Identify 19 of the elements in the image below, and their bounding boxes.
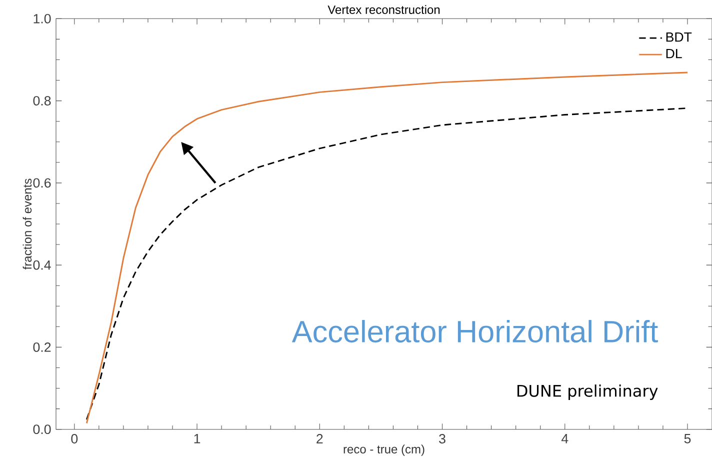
legend-label: DL [666, 48, 682, 58]
legend-label: BDT [666, 32, 692, 42]
chart-title: Vertex reconstruction [328, 5, 440, 14]
x-tick-label: 3 [439, 434, 446, 444]
y-tick-label: 0.4 [33, 260, 51, 270]
x-tick-label: 0 [71, 434, 78, 444]
y-tick-label: 0.6 [33, 178, 51, 188]
x-axis-title: reco - true (cm) [344, 444, 424, 456]
y-axis-title: fraction of events [22, 178, 32, 270]
y-tick-label: 0.0 [33, 424, 51, 434]
x-tick-label: 1 [194, 434, 200, 444]
y-tick-label: 0.8 [33, 96, 51, 106]
x-tick-label: 4 [561, 434, 568, 444]
annotation: Accelerator Horizontal Drift [292, 320, 658, 342]
annotation: DUNE preliminary [517, 384, 658, 400]
y-tick-label: 0.2 [33, 342, 51, 352]
x-tick-label: 2 [316, 434, 323, 444]
y-tick-label: 1.0 [34, 14, 51, 24]
x-tick-label: 5 [684, 434, 691, 444]
